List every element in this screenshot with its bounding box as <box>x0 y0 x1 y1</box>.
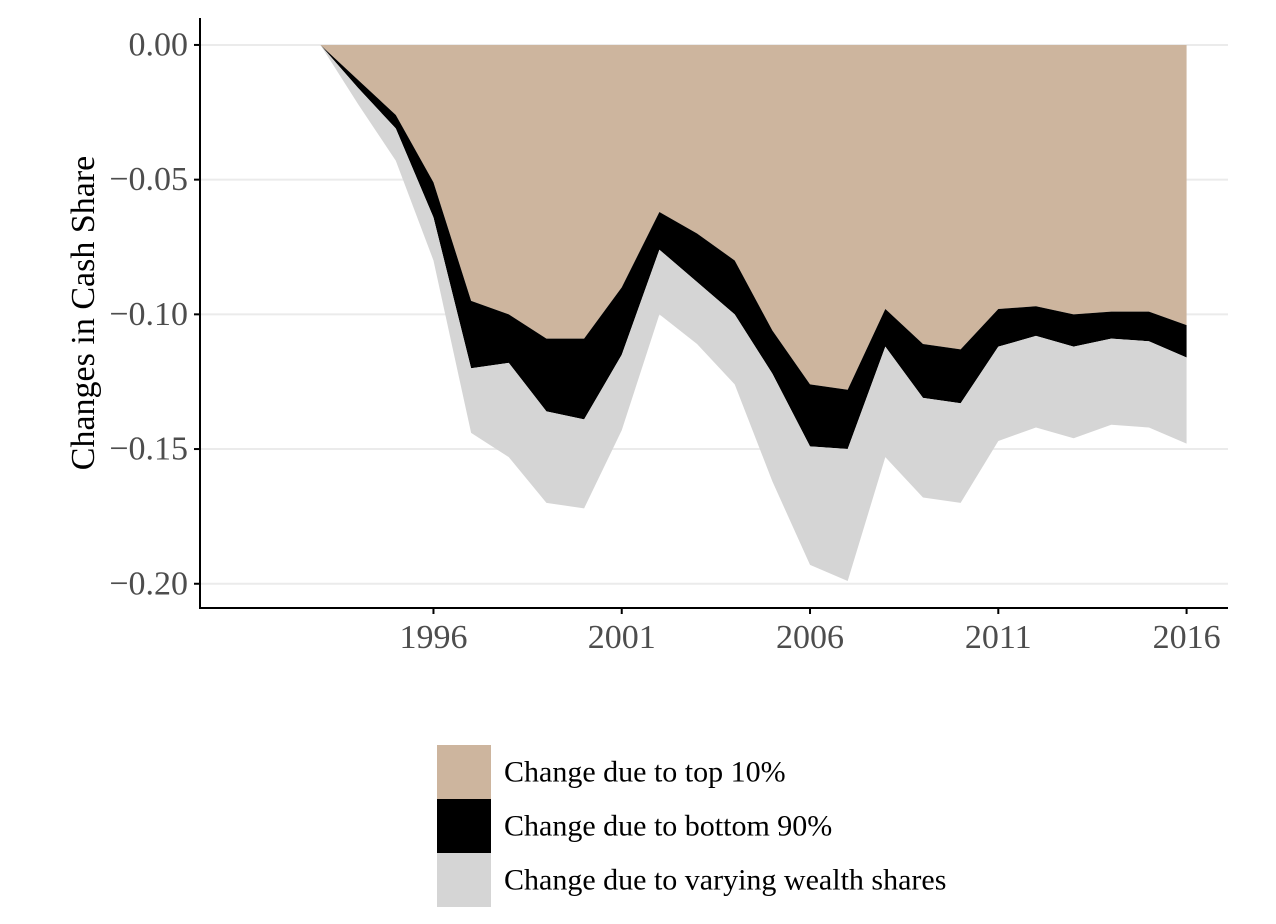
legend-label-1: Change due to bottom 90% <box>504 810 832 843</box>
x-tick-label-1: 2001 <box>588 619 656 656</box>
x-tick-label-4: 2016 <box>1153 619 1221 656</box>
x-tick-label-0: 1996 <box>399 619 467 656</box>
y-tick-label-2: −0.10 <box>109 296 188 333</box>
area-series-1 <box>320 44 1187 450</box>
legend-key-0 <box>437 745 491 799</box>
legend-key-1 <box>437 799 491 853</box>
x-ticks: 1996 2001 2006 2011 2016 <box>399 608 1221 656</box>
legend-label-0: Change due to top 10% <box>504 756 786 789</box>
legend-key-2 <box>437 853 491 907</box>
y-tick-label-1: −0.05 <box>109 161 188 198</box>
area-series <box>320 44 1187 582</box>
y-tick-label-4: −0.20 <box>109 565 188 602</box>
area-series-2 <box>320 44 1187 582</box>
y-ticks: 0.00 −0.05 −0.10 −0.15 −0.20 <box>109 26 200 602</box>
area-series-0 <box>320 44 1187 390</box>
x-tick-label-2: 2006 <box>776 619 844 656</box>
y-axis-title: Changes in Cash Share <box>65 156 102 470</box>
axes <box>199 18 1228 609</box>
x-tick-label-3: 2011 <box>965 619 1032 656</box>
legend: Change due to top 10% Change due to botto… <box>437 745 946 907</box>
y-tick-label-3: −0.15 <box>109 431 188 468</box>
y-tick-label-0: 0.00 <box>129 26 189 63</box>
legend-label-2: Change due to varying wealth shares <box>504 864 946 897</box>
